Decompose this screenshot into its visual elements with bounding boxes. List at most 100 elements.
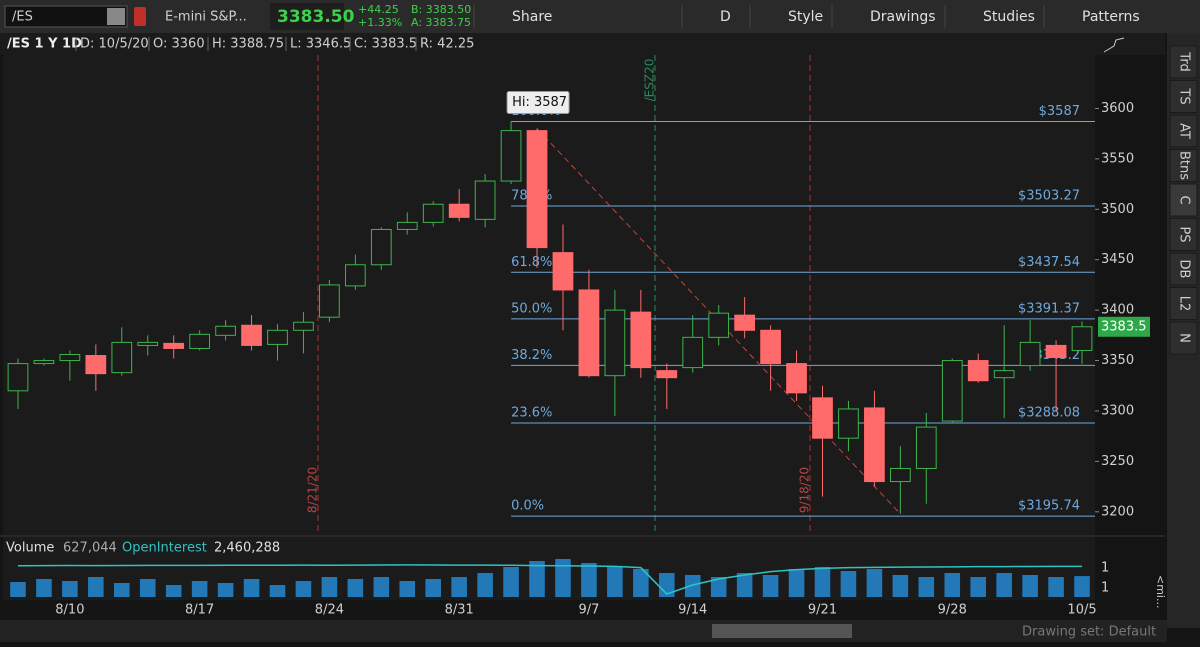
side-tab-label[interactable]: AT	[1177, 123, 1192, 139]
y-tick-label: 3450	[1101, 252, 1134, 267]
y-tick-label: 3350	[1101, 353, 1134, 368]
volume-bar	[762, 575, 779, 597]
side-tab-label[interactable]: L2	[1177, 296, 1192, 312]
volume-bar	[347, 579, 364, 597]
candle-body	[215, 325, 236, 336]
y-tick-label: 3500	[1101, 202, 1134, 217]
volume-bar	[633, 569, 649, 597]
toolbar-button[interactable]: Drawings	[870, 9, 936, 25]
candle-body	[889, 467, 911, 483]
candle-body	[1071, 326, 1093, 351]
candle-body	[448, 203, 470, 218]
candle-body	[137, 341, 159, 346]
side-tab[interactable]	[1169, 80, 1198, 113]
y-tick-label: 3550	[1101, 151, 1134, 166]
volume-bar	[477, 573, 493, 597]
side-tab-label[interactable]: TS	[1177, 87, 1192, 104]
candle-body	[396, 221, 418, 230]
symbol-input[interactable]: /ES	[12, 10, 33, 25]
last-box	[270, 3, 344, 30]
side-tab[interactable]	[1169, 287, 1198, 320]
style-icon[interactable]	[1103, 37, 1125, 53]
y-tick-label: 3300	[1101, 403, 1134, 418]
scroll-thumb[interactable]	[712, 624, 852, 638]
candle-body	[293, 321, 314, 331]
volume-bar	[217, 583, 234, 597]
side-tab-label[interactable]: C	[1177, 195, 1192, 204]
change-pct: +1.33%	[358, 16, 402, 29]
volume-bar	[425, 579, 441, 597]
candle-body	[85, 355, 107, 375]
candle-body	[552, 252, 574, 291]
volume-bar	[88, 577, 104, 597]
side-tab-label[interactable]: N	[1177, 333, 1192, 343]
event-label: 8/21/20	[306, 467, 320, 513]
x-tick-label: 8/31	[445, 603, 474, 618]
chart-symbol: /ES 1 Y 1D	[7, 37, 82, 52]
volume-bar	[788, 569, 805, 597]
x-tick-label: 9/14	[678, 603, 707, 618]
fib-pct: 0.0%	[511, 499, 544, 514]
mini-tab[interactable]: <mi...	[1154, 575, 1167, 608]
last-price-label: 3383.5	[1101, 319, 1147, 334]
side-tab[interactable]	[1169, 218, 1198, 251]
x-tick-label: 8/24	[315, 603, 344, 618]
header-field: C: 3383.5	[354, 37, 417, 52]
high-tooltip-label: Hi: 3587	[512, 95, 567, 110]
fib-pct: 61.8%	[511, 255, 552, 270]
fib-pct: 50.0%	[511, 301, 552, 316]
candle-body	[422, 203, 444, 223]
volume-bar	[529, 561, 545, 597]
side-tab[interactable]	[1169, 45, 1198, 79]
header-field: D: 10/5/20	[80, 37, 149, 52]
toolbar-button[interactable]: D	[720, 9, 731, 25]
x-tick-label: 8/17	[185, 603, 214, 618]
bid: B: 3383.50	[411, 3, 471, 16]
link-indicator[interactable]	[134, 7, 146, 26]
volume-pane	[3, 537, 1095, 600]
volume-bar	[321, 577, 338, 597]
fib-price: $3503.27	[1018, 188, 1080, 203]
side-tab-label[interactable]: Trd	[1177, 51, 1192, 71]
side-tab[interactable]	[1169, 252, 1198, 286]
candle-body	[1045, 344, 1067, 359]
fib-price: $3288.08	[1018, 405, 1080, 420]
toolbar-button[interactable]: Patterns	[1082, 9, 1140, 25]
candle-body	[33, 360, 55, 365]
volume-bar	[866, 569, 883, 597]
volume-bar	[243, 579, 260, 597]
side-tab[interactable]	[1169, 183, 1198, 217]
high-tooltip	[506, 91, 570, 115]
candle-body	[682, 336, 704, 369]
symbol-dropdown[interactable]	[107, 8, 125, 25]
x-tick-label: 10/5	[1067, 603, 1096, 618]
change: +44.25	[358, 3, 399, 16]
volume-bar	[607, 567, 623, 597]
candle-body	[734, 314, 756, 331]
volume-bar	[814, 567, 831, 597]
symbol-box[interactable]	[4, 5, 128, 28]
volume-bar	[10, 582, 26, 597]
y-tick-label: 3600	[1101, 101, 1134, 116]
side-tab[interactable]	[1169, 114, 1198, 148]
volume-axis-label: 1	[1101, 561, 1109, 576]
side-tab-label[interactable]: Btns	[1177, 151, 1192, 180]
drawing-set[interactable]: Drawing set: Default	[1022, 625, 1156, 640]
side-tab-label[interactable]: PS	[1177, 226, 1192, 242]
volume-bar	[1074, 576, 1090, 597]
toolbar	[0, 0, 1200, 33]
side-tab[interactable]	[1169, 149, 1198, 182]
volume-bar	[684, 575, 701, 597]
side-tab[interactable]	[1169, 321, 1198, 355]
fib-price: $3195.74	[1018, 499, 1080, 514]
side-tab-label[interactable]: DB	[1177, 260, 1192, 279]
candle-body	[241, 324, 262, 346]
toolbar-button[interactable]: Studies	[983, 9, 1035, 25]
candle-body	[708, 312, 730, 338]
volume-bar	[944, 573, 961, 597]
candle-body	[344, 264, 366, 287]
header-field: O: 3360	[153, 37, 205, 52]
toolbar-button[interactable]: Share	[512, 9, 552, 25]
toolbar-button[interactable]: Style	[788, 9, 823, 25]
candle-body	[838, 408, 859, 439]
